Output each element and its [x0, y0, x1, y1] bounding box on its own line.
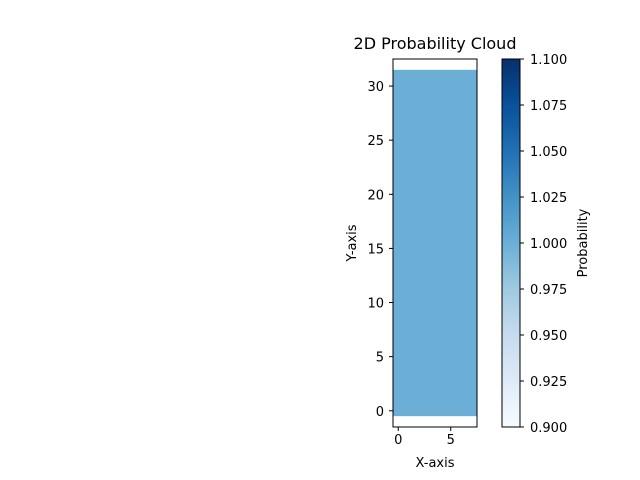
colorbar-gradient [502, 59, 520, 427]
colorbar-tick-label: 0.925 [530, 375, 567, 390]
y-tick-label: 0 [376, 405, 384, 420]
y-tick-label: 20 [367, 188, 384, 203]
colorbar-tick-label: 1.000 [530, 237, 567, 252]
y-tick-label: 10 [367, 297, 384, 312]
y-tick-label: 15 [367, 242, 384, 257]
colorbar-tick-label: 1.100 [530, 53, 567, 68]
y-tick-label: 5 [376, 351, 384, 366]
x-axis-label: X-axis [416, 456, 455, 471]
colorbar-tick-label: 1.075 [530, 99, 567, 114]
y-axis-label: Y-axis [345, 224, 360, 262]
colorbar-label: Probability [576, 208, 591, 277]
x-tick-label: 0 [394, 433, 402, 448]
colorbar-tick-label: 0.900 [530, 421, 567, 436]
plot-frame [392, 58, 478, 428]
heatmap-cell [393, 69, 477, 417]
colorbar-tick-label: 1.050 [530, 145, 567, 160]
plot-area: 0 5 0 5 10 15 20 25 30 [367, 58, 478, 448]
colorbar: 0.900 0.925 0.950 0.975 1.000 1.025 1.050 1.075… [501, 53, 567, 436]
colorbar-tick-label: 0.950 [530, 329, 567, 344]
x-tick-label: 5 [447, 433, 455, 448]
y-tick-label: 25 [367, 134, 384, 149]
y-tick-label: 30 [367, 80, 384, 95]
colorbar-tick-label: 1.025 [530, 191, 567, 206]
chart-title: 2D Probability Cloud [354, 34, 517, 53]
colorbar-tick-label: 0.975 [530, 283, 567, 298]
